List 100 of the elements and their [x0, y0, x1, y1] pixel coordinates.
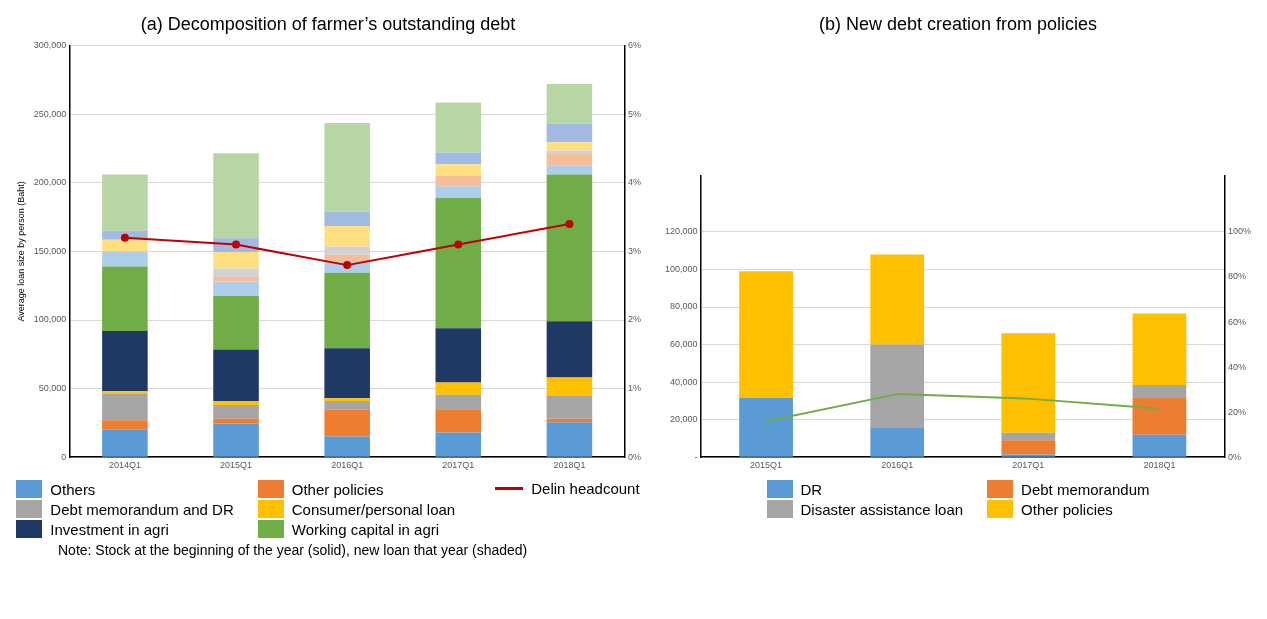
y-tick-label: 80,000 — [670, 301, 698, 312]
bar — [102, 429, 148, 457]
bar — [1001, 440, 1056, 455]
x-tick-label: 2016Q1 — [881, 460, 914, 471]
bar — [324, 348, 370, 399]
bar — [102, 330, 148, 392]
bar — [213, 423, 259, 457]
text: Note: Stock at the beginning of the year (solid), new loan that year (shaded) — [57, 542, 529, 558]
bar — [435, 164, 482, 176]
bar — [102, 391, 148, 395]
bar — [102, 420, 148, 430]
legend-label: DR — [800, 480, 823, 498]
y2-tick-label: 6% — [627, 40, 642, 51]
bar — [435, 382, 482, 395]
chart-title: (a) Decomposition of farmer’s outstanding debt — [140, 13, 516, 34]
bar — [102, 266, 148, 331]
bar — [213, 349, 259, 401]
bar — [213, 400, 259, 406]
bar — [870, 344, 925, 429]
x-tick-label: 2018Q1 — [1143, 460, 1176, 471]
bar — [546, 377, 593, 396]
x-tick-label: 2015Q1 — [750, 460, 783, 471]
y2-tick-label: 60% — [1227, 316, 1246, 327]
x-tick-label: 2018Q1 — [553, 460, 586, 471]
bar — [1001, 454, 1056, 457]
x-tick-label: 2014Q1 — [108, 460, 141, 471]
chart-title: (b) New debt creation from policies — [818, 13, 1098, 34]
bar — [546, 165, 593, 175]
y2-tick-label: 40% — [1227, 361, 1246, 372]
bar — [102, 174, 148, 231]
x-tick-label: 2017Q1 — [442, 460, 475, 471]
bar — [435, 432, 482, 457]
bar — [1001, 432, 1056, 441]
bar — [213, 153, 259, 239]
bar — [213, 405, 259, 419]
legend-label: Delin headcount — [531, 480, 640, 497]
y-tick-label: 300,000 — [33, 40, 67, 51]
legend-label: Others — [50, 480, 96, 498]
legend-label: Working capital in agri — [291, 520, 440, 538]
y2-tick-label: 20% — [1227, 406, 1246, 417]
legend-label: Debt memorandum and DR — [50, 500, 234, 518]
legend-label: Investment in agri — [50, 520, 169, 538]
bar — [435, 409, 482, 433]
bar — [102, 251, 148, 267]
bar — [546, 123, 593, 143]
y-tick-label: 150,000 — [33, 245, 67, 256]
bar — [546, 321, 593, 378]
bar — [213, 268, 259, 277]
legend-label: Other policies — [1021, 500, 1113, 518]
legend-label: Consumer/personal loan — [291, 500, 456, 518]
y-axis-title: Average loan size by person (Baht) — [15, 181, 26, 322]
bar — [435, 152, 482, 165]
bar — [435, 175, 482, 187]
bar — [739, 271, 793, 399]
bar — [435, 328, 482, 383]
y2-tick-label: 80% — [1227, 271, 1246, 282]
bar — [213, 295, 259, 350]
bar — [870, 254, 925, 345]
bar — [213, 276, 259, 282]
bar — [324, 272, 370, 349]
bar — [324, 211, 370, 227]
x-tick-label: 2015Q1 — [220, 460, 253, 471]
bar — [1132, 313, 1187, 385]
bar — [1132, 397, 1187, 435]
legend-label: Disaster assistance loan — [800, 500, 964, 518]
y-tick-label: - — [694, 451, 698, 462]
bar — [324, 398, 370, 401]
x-tick-label: 2016Q1 — [331, 460, 364, 471]
y-tick-label: 250,000 — [33, 108, 67, 119]
y-tick-label: 120,000 — [664, 226, 698, 237]
bar — [870, 428, 925, 457]
y-tick-label: 60,000 — [670, 339, 698, 350]
bar — [213, 418, 259, 424]
y2-tick-label: 1% — [627, 383, 642, 394]
bar — [546, 395, 593, 419]
y-tick-label: 100,000 — [33, 314, 67, 325]
bar — [324, 123, 370, 212]
y2-tick-label: 100% — [1227, 226, 1252, 237]
y2-tick-label: 0% — [1227, 451, 1241, 462]
x-tick-label: 2017Q1 — [1012, 460, 1045, 471]
bar — [546, 84, 593, 124]
y-tick-label: 40,000 — [670, 376, 698, 387]
y-tick-label: 200,000 — [33, 177, 67, 188]
bar — [213, 252, 259, 269]
y-tick-label: 0 — [61, 451, 67, 462]
y-tick-label: 20,000 — [670, 414, 698, 425]
y2-tick-label: 2% — [627, 314, 642, 325]
bar — [324, 436, 370, 457]
bar — [546, 142, 593, 151]
bar — [546, 153, 593, 166]
y2-tick-label: 5% — [627, 108, 642, 119]
bar — [1132, 384, 1187, 398]
y-tick-label: 50,000 — [38, 383, 67, 394]
bar — [1132, 434, 1187, 457]
bar — [213, 281, 259, 296]
bar — [102, 239, 148, 252]
y2-tick-label: 3% — [627, 245, 642, 256]
y-tick-label: 100,000 — [664, 263, 698, 274]
y2-tick-label: 4% — [627, 177, 642, 188]
y2-tick-label: 0% — [627, 451, 642, 462]
